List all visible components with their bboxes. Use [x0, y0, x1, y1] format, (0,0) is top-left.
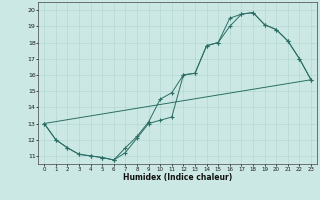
- X-axis label: Humidex (Indice chaleur): Humidex (Indice chaleur): [123, 173, 232, 182]
